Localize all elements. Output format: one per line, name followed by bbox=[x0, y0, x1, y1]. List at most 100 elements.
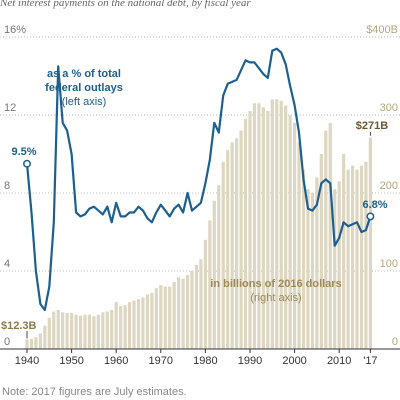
bar bbox=[337, 181, 341, 349]
bar bbox=[288, 115, 292, 349]
y2-tick-label: $400B bbox=[366, 24, 398, 36]
bar bbox=[154, 288, 158, 349]
bar bbox=[328, 122, 332, 349]
endpoint-marker bbox=[23, 159, 31, 168]
bar bbox=[181, 278, 185, 349]
y-tick-label: 4 bbox=[4, 258, 10, 270]
bar bbox=[194, 264, 199, 349]
x-tick-label: 1940 bbox=[15, 355, 39, 367]
bar bbox=[61, 312, 65, 349]
bar bbox=[319, 154, 323, 349]
bar bbox=[203, 239, 207, 349]
bar bbox=[297, 142, 301, 349]
bar bbox=[199, 259, 203, 349]
bar bbox=[110, 310, 114, 349]
bar bbox=[324, 130, 328, 349]
bar bbox=[266, 111, 270, 349]
annotation: 9.5% bbox=[11, 146, 36, 158]
bar bbox=[346, 169, 350, 349]
note: Note: 2017 figures are July estimates. bbox=[2, 386, 187, 398]
bar bbox=[123, 305, 127, 349]
x-tick-label: 2010 bbox=[327, 355, 351, 367]
bar bbox=[168, 286, 172, 349]
y-tick-label: 12 bbox=[4, 102, 16, 114]
y-tick-label: 16% bbox=[4, 24, 26, 36]
bar bbox=[301, 169, 306, 349]
line bbox=[25, 47, 372, 312]
bar bbox=[114, 302, 118, 349]
y-tick-label: 8 bbox=[4, 180, 10, 192]
bar bbox=[279, 100, 283, 350]
bar bbox=[105, 311, 109, 349]
bar bbox=[172, 281, 176, 349]
bar bbox=[69, 313, 74, 349]
bar bbox=[190, 271, 194, 349]
y-tick-label: 0 bbox=[4, 336, 10, 348]
bar bbox=[47, 317, 51, 349]
bar bbox=[364, 161, 368, 349]
annotation: (right axis) bbox=[250, 292, 301, 304]
bar bbox=[141, 297, 145, 349]
bar bbox=[248, 111, 252, 349]
bar bbox=[145, 294, 150, 349]
y2-tick-label: 300 bbox=[380, 102, 398, 114]
bar bbox=[292, 122, 297, 349]
bar bbox=[78, 315, 83, 349]
bar bbox=[25, 339, 29, 349]
bar bbox=[185, 274, 190, 349]
bar bbox=[368, 137, 373, 349]
bar bbox=[261, 107, 265, 349]
bar bbox=[252, 103, 257, 349]
bar bbox=[34, 337, 38, 349]
bar bbox=[52, 311, 56, 349]
bar bbox=[217, 185, 221, 349]
bar bbox=[150, 292, 154, 349]
annotation: (left axis) bbox=[62, 96, 107, 108]
bar bbox=[333, 189, 337, 349]
bar bbox=[239, 130, 243, 349]
x-tick-label: 1970 bbox=[149, 355, 173, 367]
annotation: 6.8% bbox=[362, 199, 387, 211]
annotation: as a % of total bbox=[47, 68, 121, 80]
bar bbox=[177, 277, 181, 349]
bar bbox=[163, 286, 167, 349]
bar bbox=[159, 285, 163, 349]
annotation: $271B bbox=[356, 120, 388, 132]
bar bbox=[132, 300, 136, 349]
bar bbox=[226, 150, 230, 349]
bar bbox=[38, 333, 42, 349]
x-tick-label: 2000 bbox=[282, 355, 306, 367]
bar bbox=[275, 99, 279, 350]
bar bbox=[208, 220, 212, 349]
bar bbox=[74, 314, 78, 349]
bar bbox=[243, 118, 248, 350]
bar bbox=[359, 165, 364, 349]
x-tick-label: 1950 bbox=[59, 355, 83, 367]
bar bbox=[212, 200, 216, 349]
bar bbox=[92, 316, 96, 349]
x-tick-label: 1960 bbox=[104, 355, 128, 367]
bar bbox=[257, 103, 261, 349]
bar bbox=[119, 306, 123, 349]
y2-tick-label: 0 bbox=[392, 336, 398, 348]
bar bbox=[96, 314, 100, 349]
bar bbox=[235, 138, 239, 349]
bar bbox=[101, 312, 105, 349]
bar bbox=[230, 142, 234, 349]
y2-tick-label: 100 bbox=[380, 258, 398, 270]
annotation: $12.3B bbox=[1, 320, 37, 332]
bar bbox=[83, 314, 87, 349]
endpoint-marker bbox=[366, 212, 375, 221]
bar bbox=[315, 177, 319, 349]
bar bbox=[350, 165, 355, 349]
annotation: in billions of 2016 dollars bbox=[210, 278, 341, 290]
bar bbox=[127, 302, 132, 349]
bar bbox=[221, 161, 225, 349]
bar bbox=[355, 169, 359, 349]
bar bbox=[87, 314, 92, 349]
x-tick-label: 1990 bbox=[238, 355, 262, 367]
bar bbox=[65, 313, 69, 349]
bar bbox=[284, 105, 288, 349]
bar bbox=[136, 299, 141, 349]
